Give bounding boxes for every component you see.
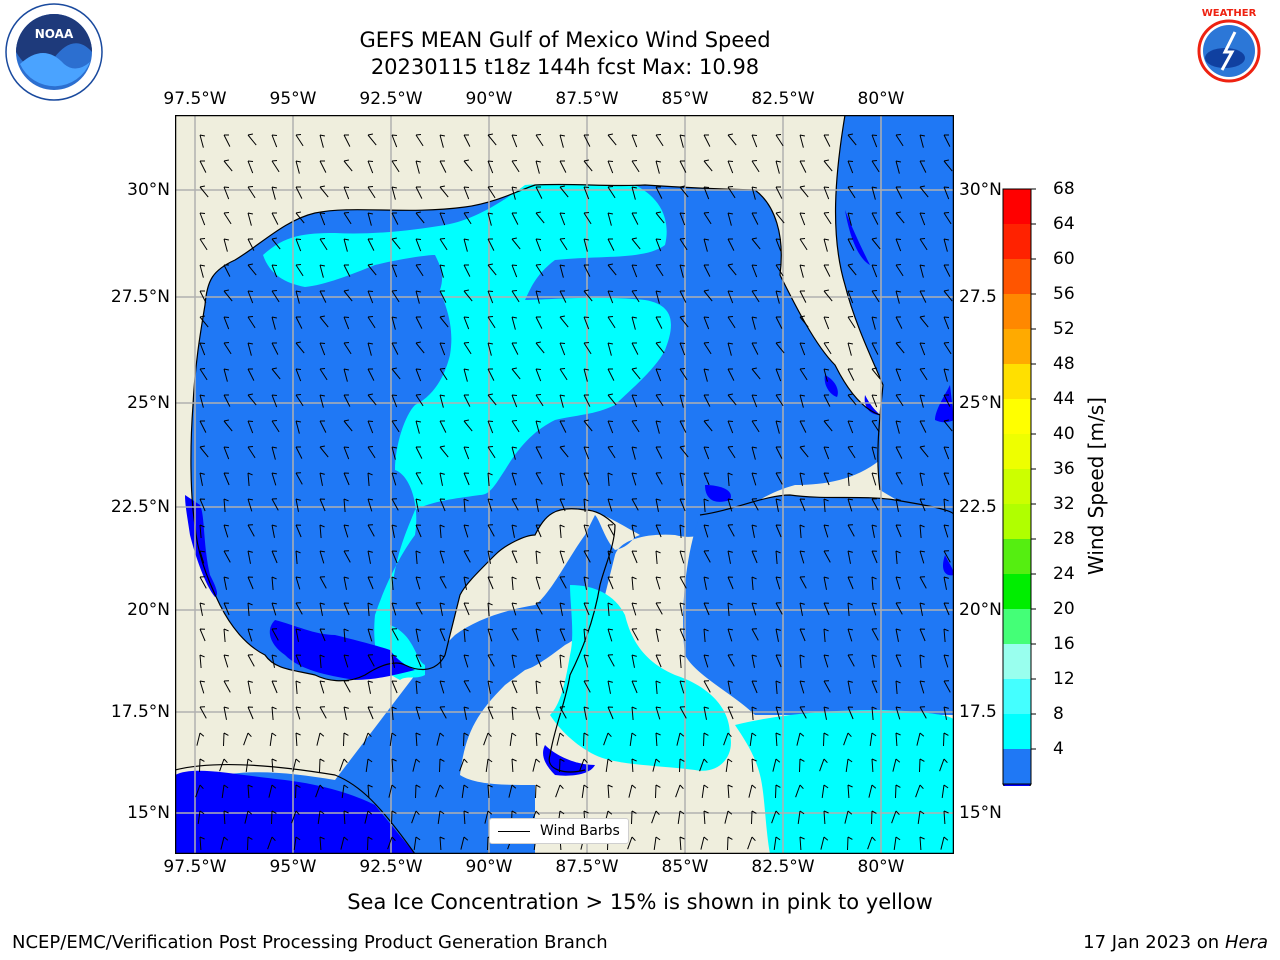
colorbar-segment (1003, 504, 1031, 539)
colorbar-segment (1003, 574, 1031, 609)
colorbar-tick-label: 16 (1053, 634, 1075, 654)
map-panel (175, 115, 954, 854)
colorbar-tick-label: 24 (1053, 564, 1075, 584)
lon-label-bottom: 82.5°W (751, 857, 815, 877)
lat-label-left: 30°N (127, 180, 170, 200)
colorbar-tick-label: 64 (1053, 214, 1075, 234)
lon-label-top: 92.5°W (359, 89, 423, 109)
lon-label-top: 80°W (857, 89, 905, 109)
colorbar-segment (1003, 714, 1031, 749)
colorbar-tick-label: 60 (1053, 249, 1075, 269)
lat-label-right: 17.5 (959, 702, 997, 722)
colorbar-segment (1003, 329, 1031, 364)
lon-label-top: 82.5°W (751, 89, 815, 109)
nws-logo: WEATHER (1182, 4, 1276, 98)
colorbar-segment (1003, 644, 1031, 679)
graticule (175, 115, 954, 854)
sea-ice-caption: Sea Ice Concentration > 15% is shown in … (347, 890, 933, 914)
colorbar-segment (1003, 224, 1031, 259)
colorbar-segment (1003, 539, 1031, 574)
colorbar-tick-label: 20 (1053, 599, 1075, 619)
lon-label-top: 95°W (269, 89, 317, 109)
lat-label-right: 20°N (959, 600, 1002, 620)
colorbar-segment (1003, 399, 1031, 434)
colorbar-tick-label: 48 (1053, 354, 1075, 374)
wind-speed-8-12-fill (263, 184, 954, 854)
colorbar-tick-label: 36 (1053, 459, 1075, 479)
lat-label-left: 17.5°N (110, 702, 170, 722)
lon-label-bottom: 85°W (661, 857, 709, 877)
footer-machine: Hera (1224, 932, 1268, 953)
colorbar-segment (1003, 609, 1031, 644)
lat-label-right: 27.5 (959, 287, 997, 307)
noaa-logo: NOAA (5, 3, 103, 101)
colorbar-segment (1003, 294, 1031, 329)
lat-label-right: 25°N (959, 393, 1002, 413)
lon-label-bottom: 90°W (465, 857, 513, 877)
lon-label-top: 97.5°W (163, 89, 227, 109)
legend-line-icon (498, 830, 530, 832)
legend-label: Wind Barbs (540, 823, 620, 839)
lon-label-bottom: 97.5°W (163, 857, 227, 877)
lon-label-top: 90°W (465, 89, 513, 109)
colorbar-segment (1003, 679, 1031, 714)
map-legend: Wind Barbs (489, 818, 629, 844)
svg-text:WEATHER: WEATHER (1202, 8, 1257, 19)
colorbar (1002, 188, 1036, 786)
footer-date: 17 Jan 2023 on Hera (1083, 932, 1268, 953)
colorbar-label: Wind Speed [m/s] (1084, 397, 1108, 575)
title-line-1: GEFS MEAN Gulf of Mexico Wind Speed (359, 28, 771, 52)
lat-label-left: 25°N (127, 393, 170, 413)
colorbar-segment (1003, 469, 1031, 504)
colorbar-segment (1003, 434, 1031, 469)
footer-org: NCEP/EMC/Verification Post Processing Pr… (12, 932, 608, 953)
lat-label-left: 15°N (127, 803, 170, 823)
lon-label-top: 85°W (661, 89, 709, 109)
svg-text:NOAA: NOAA (35, 27, 74, 41)
colorbar-segment (1003, 189, 1031, 224)
wind-speed-4-8-fill (175, 115, 954, 854)
lat-label-left: 22.5°N (110, 497, 170, 517)
colorbar-segment (1003, 259, 1031, 294)
colorbar-tick-label: 32 (1053, 494, 1075, 514)
lon-label-bottom: 80°W (857, 857, 905, 877)
colorbar-segment (1003, 364, 1031, 399)
colorbar-tick-label: 68 (1053, 179, 1075, 199)
colorbar-tick-label: 12 (1053, 669, 1075, 689)
colorbar-tick-label: 8 (1053, 704, 1064, 724)
colorbar-tick-label: 56 (1053, 284, 1075, 304)
colorbar-tick-label: 4 (1053, 739, 1064, 759)
colorbar-tick-label: 44 (1053, 389, 1075, 409)
colorbar-tick-label: 40 (1053, 424, 1075, 444)
lat-label-left: 27.5°N (110, 287, 170, 307)
colorbar-tick-label: 28 (1053, 529, 1075, 549)
lat-label-right: 15°N (959, 803, 1002, 823)
lon-label-bottom: 87.5°W (555, 857, 619, 877)
lon-label-bottom: 92.5°W (359, 857, 423, 877)
wind-barbs (195, 133, 953, 851)
lat-label-left: 20°N (127, 600, 170, 620)
colorbar-segment (1003, 749, 1031, 784)
colorbar-tick-label: 52 (1053, 319, 1075, 339)
lat-label-right: 22.5 (959, 497, 997, 517)
lon-label-bottom: 95°W (269, 857, 317, 877)
lat-label-right: 30°N (959, 180, 1002, 200)
lon-label-top: 87.5°W (555, 89, 619, 109)
title-line-2: 20230115 t18z 144h fcst Max: 10.98 (370, 55, 760, 79)
footer-date-text: 17 Jan 2023 on (1083, 932, 1220, 953)
